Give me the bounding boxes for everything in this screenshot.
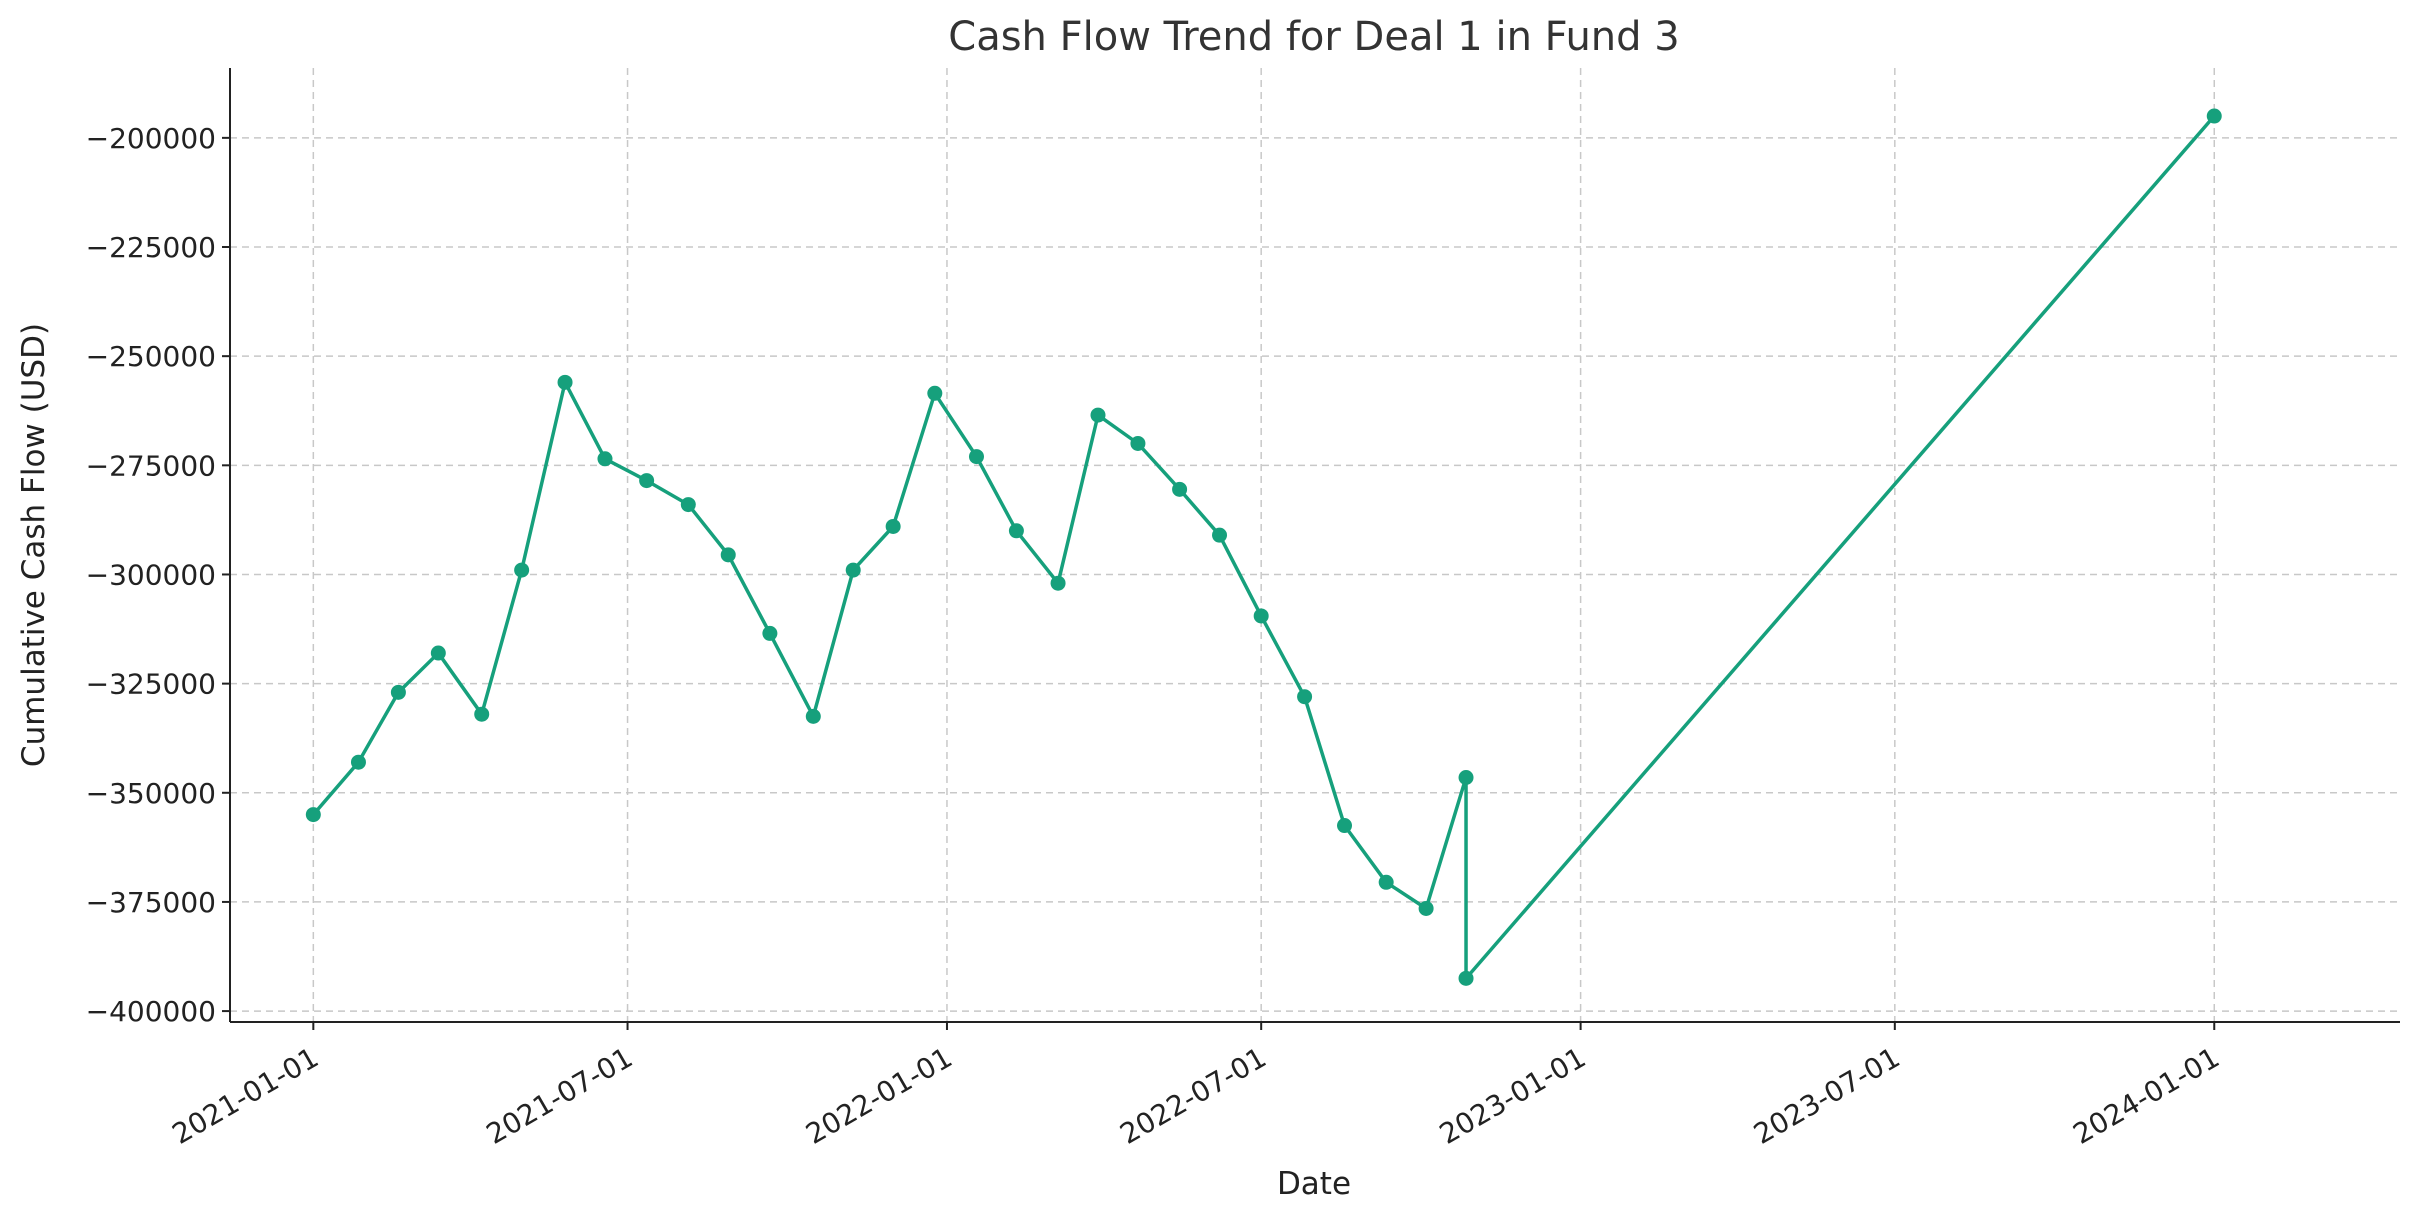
- data-point: [639, 473, 655, 489]
- data-point: [968, 449, 984, 465]
- x-grid: [312, 68, 2215, 1022]
- y-tick-label: −250000: [86, 340, 216, 373]
- y-tick-label: −300000: [86, 558, 216, 591]
- data-point: [845, 562, 861, 578]
- data-point: [305, 807, 321, 823]
- data-point: [557, 374, 573, 390]
- y-tick-label: −375000: [86, 886, 216, 919]
- data-point: [1050, 575, 1066, 591]
- y-tick-label: −350000: [86, 777, 216, 810]
- data-point: [1253, 608, 1269, 624]
- data-point: [1008, 523, 1024, 539]
- data-point: [1458, 970, 1474, 986]
- y-tick-label: −200000: [86, 122, 216, 155]
- x-tick-label: 2021-07-01: [481, 1041, 638, 1151]
- data-point: [390, 684, 406, 700]
- x-tick-label: 2023-07-01: [1748, 1041, 1905, 1151]
- x-axis-label: Date: [1277, 1166, 1351, 1202]
- data-point: [350, 754, 366, 770]
- data-point: [1212, 527, 1228, 543]
- y-tick-label: −275000: [86, 449, 216, 482]
- data-point: [1458, 769, 1474, 785]
- data-point: [1297, 689, 1313, 705]
- data-point: [474, 706, 490, 722]
- data-point: [1337, 818, 1353, 834]
- data-point: [2206, 108, 2222, 124]
- x-tick-label: 2024-01-01: [2068, 1041, 2225, 1151]
- x-tick-label: 2022-01-01: [800, 1041, 957, 1151]
- data-point: [720, 547, 736, 563]
- y-grid: [230, 137, 2400, 1012]
- series-line: [312, 114, 2216, 981]
- x-tick-label: 2021-01-01: [167, 1041, 324, 1151]
- data-point: [1172, 481, 1188, 497]
- data-point: [927, 385, 943, 401]
- x-axis-ticks: 2021-01-01 2021-07-01 2022-01-01 2022-07-01…: [167, 1022, 2225, 1151]
- data-point: [680, 497, 696, 513]
- series-layer: [305, 108, 2222, 986]
- data-point: [1130, 435, 1146, 451]
- data-point: [1418, 900, 1434, 916]
- data-point: [1090, 407, 1106, 423]
- x-tick-label: 2022-07-01: [1114, 1041, 1271, 1151]
- y-axis-ticks: −200000 −225000 −250000 −275000 −300000 −3250…: [86, 122, 230, 1028]
- data-point: [514, 562, 530, 578]
- data-point: [885, 518, 901, 534]
- data-point: [1378, 874, 1394, 890]
- chart-title: Cash Flow Trend for Deal 1 in Fund 3: [948, 14, 1679, 60]
- x-tick-label: 2023-01-01: [1434, 1041, 1591, 1151]
- y-tick-label: −225000: [86, 231, 216, 264]
- y-tick-label: −400000: [86, 995, 216, 1028]
- data-point: [762, 625, 778, 641]
- data-point: [805, 708, 821, 724]
- y-tick-label: −325000: [86, 668, 216, 701]
- data-point: [430, 645, 446, 661]
- data-point: [597, 451, 613, 467]
- y-axis-label: Cumulative Cash Flow (USD): [16, 323, 52, 767]
